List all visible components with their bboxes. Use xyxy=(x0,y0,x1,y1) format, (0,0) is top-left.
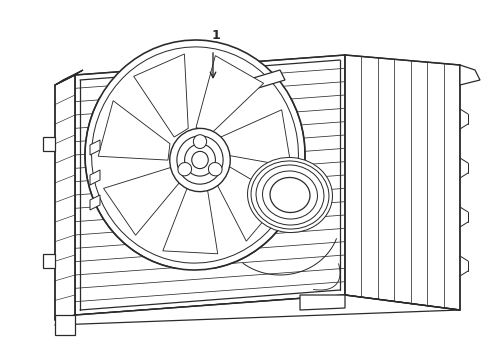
Polygon shape xyxy=(217,110,291,167)
Ellipse shape xyxy=(263,171,318,219)
Ellipse shape xyxy=(247,157,332,233)
Text: 1: 1 xyxy=(212,29,220,42)
Ellipse shape xyxy=(208,162,222,176)
Polygon shape xyxy=(43,137,55,151)
Polygon shape xyxy=(213,162,283,241)
Polygon shape xyxy=(55,315,75,335)
Polygon shape xyxy=(55,70,83,85)
Polygon shape xyxy=(43,254,55,268)
Ellipse shape xyxy=(170,129,230,192)
Ellipse shape xyxy=(85,40,305,270)
Ellipse shape xyxy=(194,135,207,149)
Polygon shape xyxy=(134,54,188,137)
Ellipse shape xyxy=(256,165,324,225)
Polygon shape xyxy=(75,55,345,315)
Polygon shape xyxy=(90,170,100,185)
Polygon shape xyxy=(460,65,480,85)
Polygon shape xyxy=(300,295,345,310)
Polygon shape xyxy=(230,70,285,95)
Polygon shape xyxy=(90,195,100,210)
Ellipse shape xyxy=(185,144,216,176)
Ellipse shape xyxy=(270,177,310,212)
Polygon shape xyxy=(196,56,264,133)
Ellipse shape xyxy=(92,47,298,263)
Polygon shape xyxy=(55,295,460,325)
Polygon shape xyxy=(90,140,100,155)
Ellipse shape xyxy=(178,162,192,176)
Polygon shape xyxy=(98,101,170,160)
Polygon shape xyxy=(163,180,218,254)
Ellipse shape xyxy=(177,136,223,184)
Polygon shape xyxy=(55,75,75,320)
Ellipse shape xyxy=(251,161,329,229)
Polygon shape xyxy=(345,55,460,310)
Polygon shape xyxy=(103,167,182,235)
Ellipse shape xyxy=(192,151,208,168)
